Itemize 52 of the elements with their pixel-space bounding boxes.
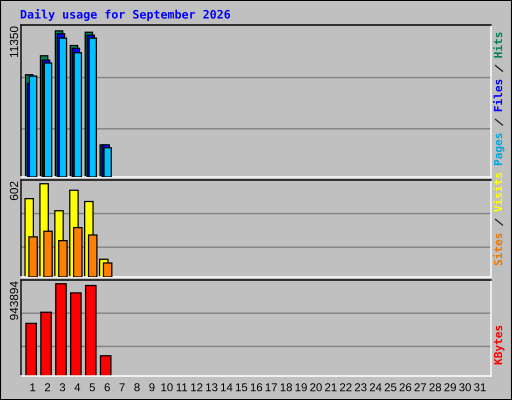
x-tick-label: 16 xyxy=(250,383,262,392)
x-tick-label: 11 xyxy=(176,383,188,392)
bar xyxy=(103,147,112,177)
x-tick-label: 4 xyxy=(74,383,80,392)
x-tick-label: 30 xyxy=(459,383,471,392)
bar xyxy=(88,38,97,177)
bar xyxy=(74,52,82,177)
chart-title: Daily usage for September 2026 xyxy=(20,9,230,21)
x-tick-label: 9 xyxy=(149,383,155,392)
text: Visits xyxy=(493,172,502,212)
x-tick-label: 23 xyxy=(354,383,367,392)
x-tick-label: 13 xyxy=(206,383,218,392)
x-tick-label: 15 xyxy=(236,383,248,392)
x-tick-label: 6 xyxy=(104,383,110,392)
x-tick-label: 24 xyxy=(370,383,382,392)
text: Files xyxy=(493,80,502,112)
x-tick-label: 28 xyxy=(429,383,442,392)
x-tick-label: 22 xyxy=(340,383,352,392)
text: 11350 xyxy=(10,26,18,58)
x-tick-label: 31 xyxy=(474,383,486,392)
text: KBytes xyxy=(494,326,504,364)
x-tick-label: 5 xyxy=(90,383,95,392)
text: Pages xyxy=(494,133,504,166)
x-tick-label: 7 xyxy=(120,383,125,392)
x-tick-label: 29 xyxy=(444,383,456,392)
x-tick-label: 3 xyxy=(60,383,66,392)
bar xyxy=(25,322,37,376)
bar xyxy=(40,312,52,376)
text: Hits xyxy=(493,32,502,58)
x-tick-label: 25 xyxy=(384,383,396,392)
x-tick-label: 10 xyxy=(161,383,173,392)
x-tick-label: 2 xyxy=(44,383,50,392)
x-tick-label: 21 xyxy=(325,383,337,392)
x-tick-label: 14 xyxy=(221,383,232,392)
bar xyxy=(84,284,97,376)
bar xyxy=(100,355,112,376)
bar xyxy=(55,283,67,376)
x-tick-label: 18 xyxy=(280,383,292,392)
text: 602 xyxy=(10,182,18,200)
text: 943894 xyxy=(10,281,18,320)
x-tick-label: 27 xyxy=(414,383,426,392)
text: Sites xyxy=(493,233,502,266)
x-tick-label: 8 xyxy=(134,383,140,392)
x-tick-label: 19 xyxy=(296,383,307,392)
bar xyxy=(102,262,112,277)
x-tick-label: 12 xyxy=(191,383,202,392)
x-tick-label: 17 xyxy=(266,383,277,392)
x-tick-label: 1 xyxy=(30,383,36,392)
bar xyxy=(28,76,38,177)
x-tick-label: 26 xyxy=(400,383,412,392)
bar xyxy=(70,292,82,376)
x-tick-label: 20 xyxy=(310,383,322,392)
